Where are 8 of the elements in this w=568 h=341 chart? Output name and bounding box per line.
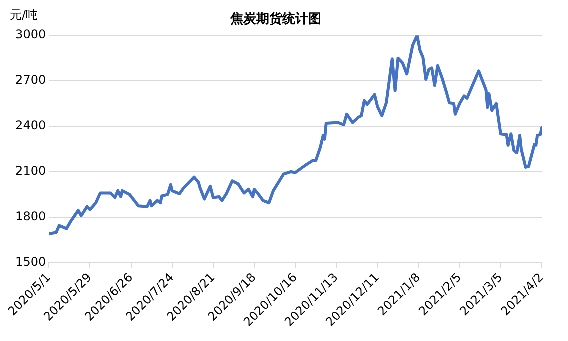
- y-tick-label: 1800: [16, 210, 46, 224]
- y-tick-label: 2700: [16, 73, 46, 88]
- chart-title: 焦炭期货统计图: [230, 11, 322, 28]
- y-tick-label: 2100: [16, 164, 46, 178]
- y-tick-label: 2400: [16, 118, 46, 133]
- y-axis-title: 元/吨: [10, 8, 38, 22]
- y-tick-label: 1500: [16, 255, 46, 270]
- y-tick-label: 3000: [16, 28, 46, 42]
